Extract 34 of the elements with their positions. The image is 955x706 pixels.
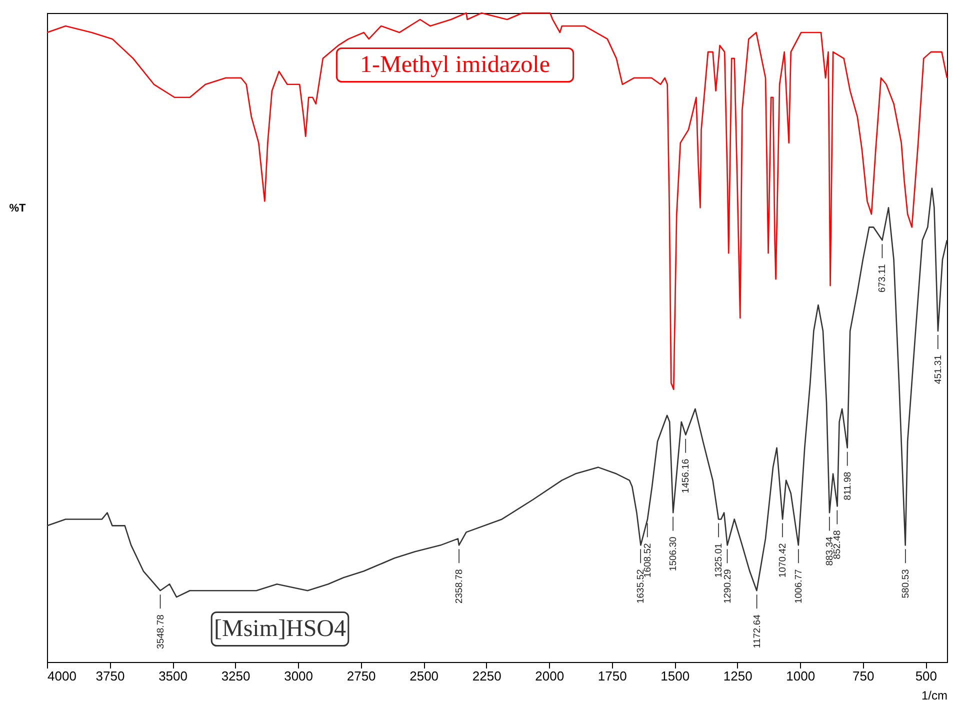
x-tick-label: 2750 [346, 668, 376, 684]
x-tick-label: 750 [852, 668, 874, 684]
annotation: 580.53 [900, 569, 912, 598]
x-tick-label: 1000 [786, 668, 816, 684]
annotation: 1006.77 [793, 569, 804, 604]
annotation: 1325.01 [714, 543, 725, 578]
annotation: 1290.29 [722, 569, 734, 604]
annotation: 2358.78 [454, 569, 466, 604]
x-tick-label: 2250 [472, 668, 502, 684]
annotation: 1608.52 [642, 543, 654, 578]
x-tick-label: 2000 [535, 668, 564, 684]
x-tick-label: 2500 [410, 668, 439, 684]
x-tick-label: 3750 [96, 668, 125, 684]
annotation: 852.48 [832, 530, 844, 560]
x-tick-label: 500 [915, 668, 938, 684]
x-tick-label: 4000 [48, 668, 76, 684]
x-tick-label: 1500 [660, 668, 690, 684]
annotation: 811.98 [842, 472, 854, 500]
annotation: 3548.78 [155, 614, 166, 649]
annotation: 1172.64 [752, 614, 763, 648]
x-tick-label: 1750 [598, 668, 627, 684]
y-axis-title: %T [9, 202, 26, 214]
annotation: 1070.42 [777, 543, 788, 578]
x-tick-label: 1250 [723, 668, 752, 684]
series-label: 1-Methyl imidazole [360, 52, 550, 78]
x-axis-title: 1/cm [921, 688, 948, 702]
series-label: [Msim]HSO4 [214, 616, 346, 642]
annotation: 451.31 [932, 355, 944, 384]
annotation: 1506.30 [668, 536, 680, 572]
x-tick-label: 3250 [221, 668, 250, 684]
annotation: 673.11 [877, 264, 888, 293]
x-tick-label: 3000 [284, 668, 314, 684]
annotation: 1456.16 [680, 458, 692, 494]
x-tick-label: 3500 [158, 668, 188, 684]
